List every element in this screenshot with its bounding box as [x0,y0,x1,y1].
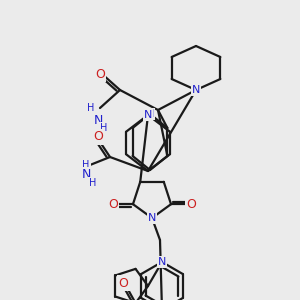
Text: N: N [158,257,166,267]
Text: N: N [148,213,156,223]
Text: H: H [87,103,94,113]
Text: N: N [144,110,152,120]
Text: H: H [100,123,108,133]
Text: O: O [108,198,118,211]
Text: N: N [81,169,91,182]
Text: O: O [186,198,196,211]
Text: O: O [93,130,103,143]
Text: H: H [82,160,90,170]
Text: N: N [146,109,154,119]
Text: N: N [93,113,103,127]
Text: O: O [118,277,128,290]
Text: O: O [95,68,105,80]
Text: N: N [192,85,200,95]
Text: H: H [89,178,97,188]
